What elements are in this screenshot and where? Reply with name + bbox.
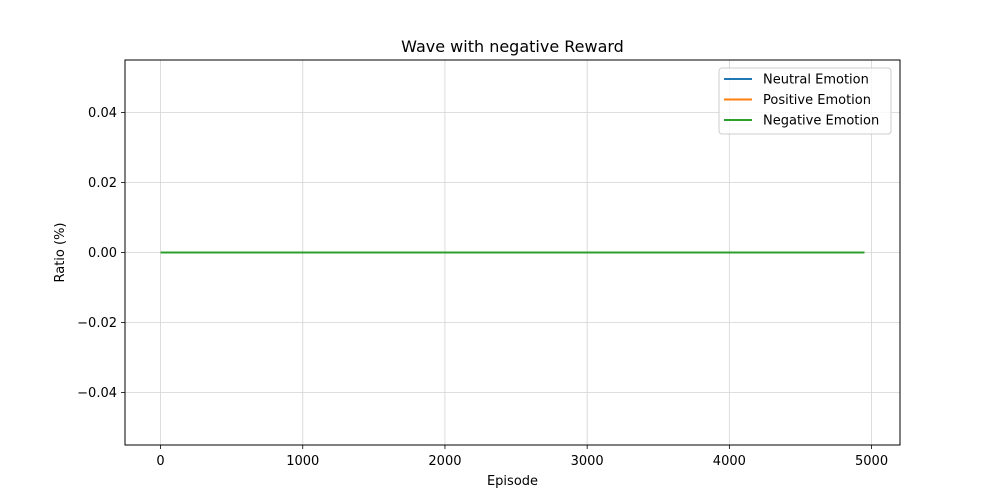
y-tick-label: 0.02 xyxy=(88,176,117,191)
x-axis-label: Episode xyxy=(487,474,538,489)
y-axis-ticks: −0.04 −0.02 0.00 0.02 0.04 xyxy=(77,106,125,401)
x-tick-label: 1000 xyxy=(286,454,319,469)
x-axis-ticks: 0 1000 2000 3000 4000 5000 xyxy=(156,445,888,469)
x-tick-label: 0 xyxy=(156,454,164,469)
legend-label-positive-emotion: Positive Emotion xyxy=(763,93,871,108)
x-tick-label: 4000 xyxy=(713,454,746,469)
x-tick-label: 2000 xyxy=(428,454,461,469)
y-tick-label: 0.00 xyxy=(88,246,117,261)
x-tick-label: 3000 xyxy=(571,454,604,469)
chart-title: Wave with negative Reward xyxy=(401,37,624,56)
legend-box xyxy=(718,67,892,135)
legend: Neutral Emotion Positive Emotion Negative … xyxy=(718,67,892,135)
y-tick-label: 0.04 xyxy=(88,106,117,121)
legend-label-negative-emotion: Negative Emotion xyxy=(763,114,879,129)
y-tick-label: −0.04 xyxy=(77,386,117,401)
y-tick-label: −0.02 xyxy=(77,316,117,331)
legend-label-neutral-emotion: Neutral Emotion xyxy=(763,73,869,88)
x-tick-label: 5000 xyxy=(855,454,888,469)
y-axis-label: Ratio (%) xyxy=(53,222,68,282)
